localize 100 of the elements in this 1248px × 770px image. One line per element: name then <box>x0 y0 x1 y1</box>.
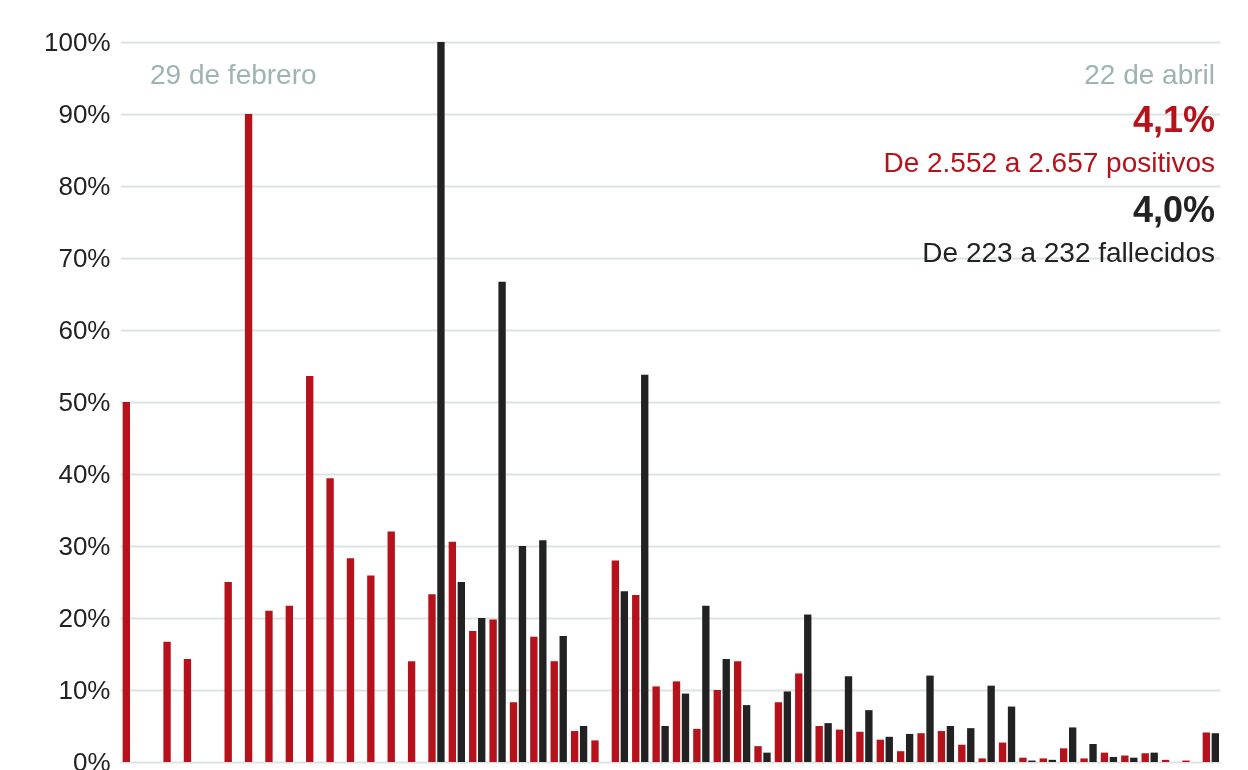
bar <box>611 560 620 762</box>
bar <box>346 558 355 762</box>
bar <box>774 702 783 762</box>
bar <box>570 731 579 762</box>
bar <box>856 731 864 762</box>
bar <box>478 618 486 762</box>
bar <box>244 114 253 762</box>
bar <box>530 636 538 762</box>
bar <box>693 728 701 762</box>
y-tick-label: 20% <box>58 602 111 633</box>
bar <box>509 702 518 762</box>
bar <box>183 659 192 762</box>
bar <box>987 685 995 762</box>
bar <box>896 751 905 762</box>
bar <box>489 619 497 762</box>
bar <box>550 661 558 762</box>
bar <box>824 723 832 762</box>
bar <box>681 693 690 762</box>
bar <box>1007 706 1016 762</box>
bar <box>1141 753 1149 762</box>
bar <box>1211 733 1219 762</box>
bar <box>742 705 751 762</box>
bar <box>641 374 649 762</box>
bar <box>722 659 730 762</box>
bar <box>865 710 873 762</box>
bar <box>1109 756 1118 762</box>
bar <box>632 594 640 762</box>
bar <box>285 605 294 762</box>
annotation: De 2.552 a 2.657 positivos <box>883 147 1215 178</box>
bar <box>946 726 955 762</box>
y-tick-label: 70% <box>58 242 111 273</box>
bar <box>652 686 660 762</box>
bar <box>702 605 710 762</box>
y-tick-label: 30% <box>58 530 111 561</box>
bar <box>733 661 742 762</box>
bar <box>163 641 171 762</box>
bar <box>620 591 629 762</box>
bar <box>1100 752 1109 762</box>
bar <box>958 744 966 762</box>
bar <box>1068 727 1077 762</box>
bar <box>579 726 588 762</box>
bar <box>967 728 975 762</box>
bar <box>326 478 334 762</box>
bar <box>672 681 681 762</box>
y-tick-label: 90% <box>58 98 111 129</box>
y-tick-label: 40% <box>58 458 111 489</box>
annotation: 4,1% <box>1132 99 1215 140</box>
bar <box>498 281 506 762</box>
y-tick-label: 100% <box>44 26 111 57</box>
bar <box>754 746 762 762</box>
bar <box>804 614 812 762</box>
bar <box>978 758 986 762</box>
bar <box>876 739 884 762</box>
bar <box>428 594 436 762</box>
bar <box>559 636 567 762</box>
annotation: 29 de febrero <box>150 59 317 90</box>
bar <box>1089 744 1097 762</box>
bar <box>713 690 721 762</box>
bar <box>367 575 375 762</box>
bar <box>457 582 465 762</box>
annotation: 22 de abril <box>1084 59 1215 90</box>
y-tick-label: 80% <box>58 170 111 201</box>
bar <box>1150 752 1158 762</box>
bar <box>539 540 547 762</box>
bar <box>265 610 273 762</box>
bar <box>815 726 823 762</box>
bar <box>1039 758 1047 762</box>
bar <box>844 676 853 762</box>
y-tick-label: 0% <box>72 746 111 770</box>
bar <box>926 675 934 762</box>
bar <box>661 726 669 762</box>
bar <box>306 376 314 762</box>
bar <box>387 531 395 762</box>
bar <box>469 630 477 762</box>
y-tick-label: 10% <box>58 674 111 705</box>
bar <box>1121 755 1129 762</box>
bar <box>1202 732 1211 762</box>
bar <box>591 740 599 762</box>
bar <box>1019 757 1027 762</box>
y-tick-label: 50% <box>58 386 111 417</box>
bar <box>763 752 771 762</box>
bar <box>917 733 925 762</box>
bar <box>905 733 914 762</box>
bar <box>998 742 1007 762</box>
bar <box>122 402 130 762</box>
bar <box>885 736 893 762</box>
bar <box>783 691 792 762</box>
bar <box>224 582 232 762</box>
bar <box>407 661 416 762</box>
bar <box>835 729 844 762</box>
bar <box>1080 758 1088 762</box>
bar <box>518 546 527 762</box>
bar <box>795 673 803 762</box>
bar <box>937 731 946 762</box>
y-tick-label: 60% <box>58 314 111 345</box>
bar <box>437 42 445 762</box>
annotation: De 223 a 232 fallecidos <box>922 237 1215 268</box>
bar <box>1060 748 1068 762</box>
annotation: 4,0% <box>1132 189 1215 230</box>
bar <box>448 541 457 762</box>
